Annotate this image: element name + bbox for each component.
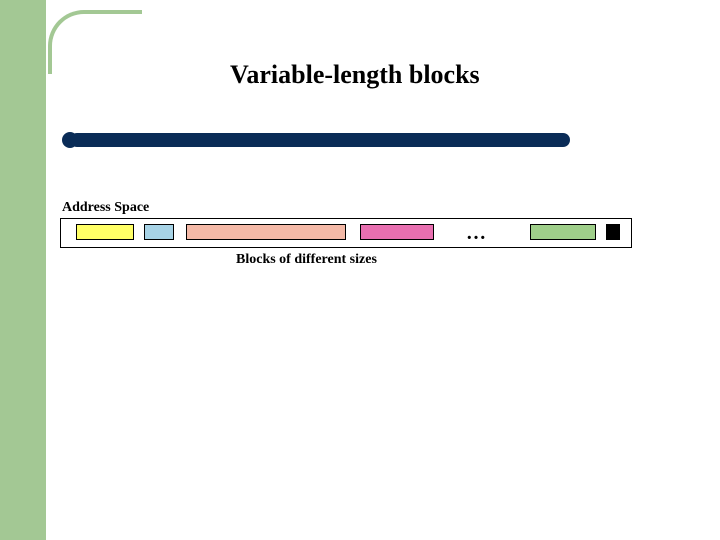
block-2 <box>186 224 346 240</box>
sidebar-accent <box>0 0 46 540</box>
address-space-label: Address Space <box>62 200 149 216</box>
divider-line <box>70 133 570 147</box>
ellipsis: … <box>466 222 486 245</box>
block-4 <box>530 224 596 240</box>
blocks-caption: Blocks of different sizes <box>236 252 377 268</box>
slide-title: Variable-length blocks <box>230 60 480 90</box>
block-3 <box>360 224 434 240</box>
block-1 <box>144 224 174 240</box>
block-5 <box>606 224 620 240</box>
corner-accent <box>48 10 142 74</box>
block-0 <box>76 224 134 240</box>
